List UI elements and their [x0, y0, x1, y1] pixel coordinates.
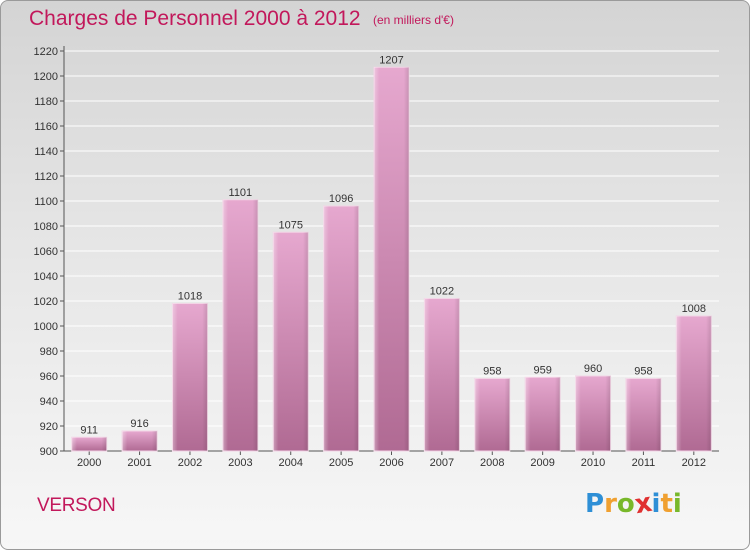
y-tick-label: 960 — [40, 371, 58, 383]
bar-shading — [625, 378, 661, 451]
data-label: 1022 — [430, 286, 454, 298]
logo-letter: o — [616, 489, 635, 519]
y-tick-label: 1200 — [34, 71, 58, 83]
logo-letter: P — [585, 489, 605, 519]
y-tick-label: 1180 — [34, 96, 58, 108]
y-tick-label: 1140 — [34, 146, 58, 158]
y-tick-label: 1000 — [34, 321, 58, 333]
x-tick-label: 2004 — [278, 457, 302, 469]
data-label: 959 — [533, 364, 551, 376]
y-tick-label: 900 — [40, 446, 58, 458]
x-tick-label: 2000 — [77, 457, 101, 469]
y-tick-label: 1100 — [34, 196, 58, 208]
y-tick-label: 1220 — [34, 46, 58, 58]
bar-shading — [273, 232, 309, 451]
y-tick-label: 1160 — [34, 121, 58, 133]
x-tick-label: 2007 — [430, 457, 454, 469]
data-label: 958 — [634, 366, 652, 378]
x-tick-label: 2008 — [480, 457, 504, 469]
chart-title: Charges de Personnel 2000 à 2012 — [29, 7, 361, 30]
data-label: 911 — [80, 424, 98, 436]
x-tick-label: 2010 — [581, 457, 605, 469]
y-tick-label: 980 — [40, 346, 58, 358]
y-tick-label: 1060 — [34, 246, 58, 258]
bar-shading — [172, 303, 208, 451]
data-label: 1008 — [682, 303, 706, 315]
x-tick-label: 2003 — [228, 457, 252, 469]
data-label: 1207 — [379, 54, 403, 66]
x-tick-label: 2005 — [329, 457, 353, 469]
x-tick-label: 2001 — [127, 457, 151, 469]
bar-shading — [676, 316, 712, 451]
x-tick-label: 2002 — [178, 457, 202, 469]
chart-subtitle: (en milliers d'€) — [373, 13, 454, 27]
bar-shading — [122, 431, 158, 451]
labels: 900 920 940 960 980 1000 1020 1040 1060 1080 1100 1… — [34, 46, 707, 469]
bars — [71, 66, 712, 452]
bar-shading — [525, 377, 561, 451]
bar-shading — [323, 206, 359, 451]
bar-shading — [222, 199, 258, 451]
y-tick-label: 1120 — [34, 171, 58, 183]
x-tick-label: 2009 — [530, 457, 554, 469]
y-tick-label: 920 — [40, 421, 58, 433]
x-tick-label: 2011 — [632, 457, 656, 469]
y-tick-label: 1080 — [34, 221, 58, 233]
data-label: 1018 — [178, 291, 202, 303]
data-label: 916 — [130, 418, 148, 430]
proxiti-logo: Proxiti — [585, 488, 682, 520]
y-tick-label: 1020 — [34, 296, 58, 308]
x-tick-label: 2012 — [682, 457, 706, 469]
bar-shading — [374, 67, 409, 451]
bar-shading — [575, 376, 611, 451]
logo-letter: i — [651, 489, 661, 519]
x-tick-label: 2006 — [379, 457, 403, 469]
data-label: 958 — [483, 366, 501, 378]
data-label: 1096 — [329, 193, 353, 205]
logo-letter: r — [604, 489, 617, 519]
bar-shading — [71, 437, 107, 451]
logo-letter: i — [672, 489, 682, 519]
y-tick-label: 940 — [40, 396, 58, 408]
data-label: 1101 — [229, 187, 253, 199]
data-label: 960 — [584, 363, 602, 375]
data-label: 1075 — [278, 219, 302, 231]
logo-letter: t — [660, 489, 673, 519]
bar-shading — [474, 378, 510, 451]
y-tick-label: 1040 — [34, 271, 58, 283]
bar-shading — [424, 298, 460, 451]
place-name: VERSON — [37, 495, 116, 516]
